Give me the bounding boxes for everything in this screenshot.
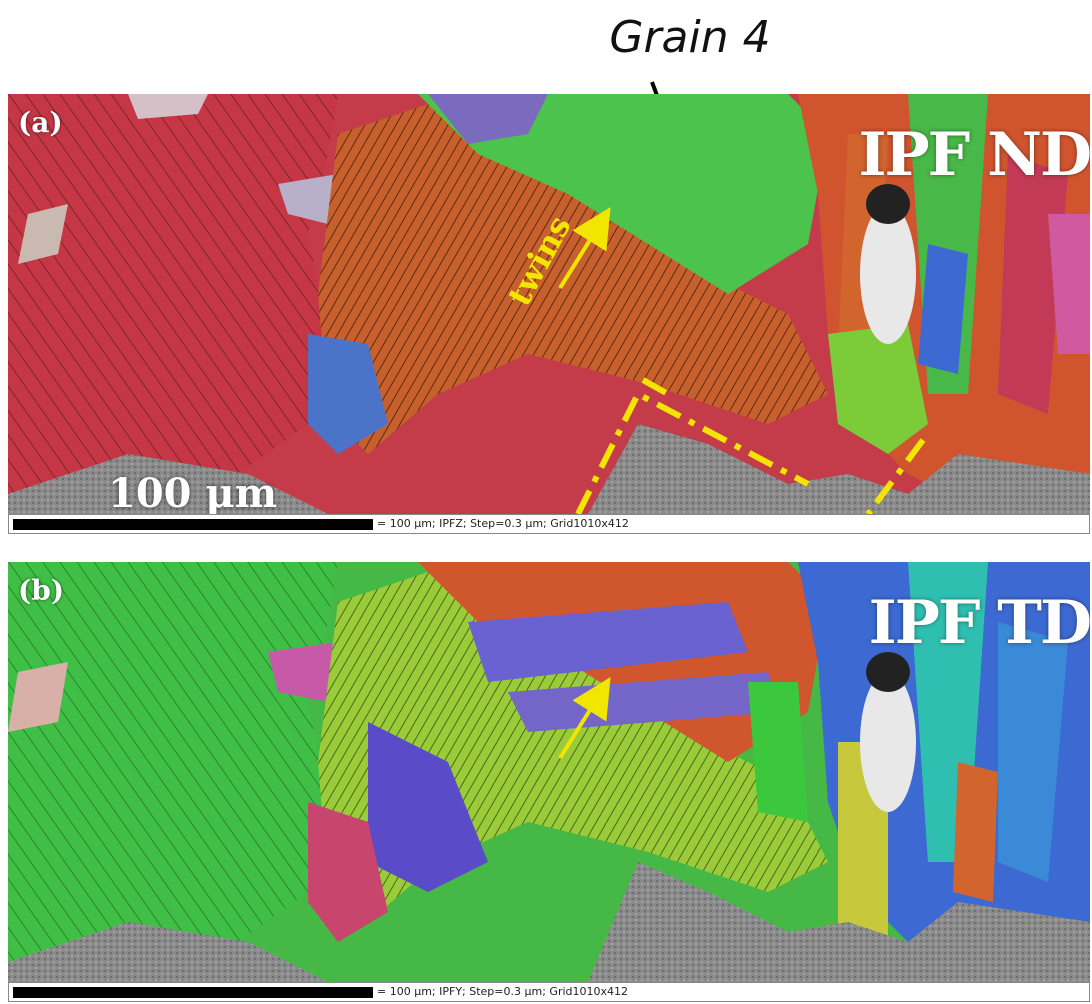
scale-bar	[13, 519, 373, 530]
ipf-td-orientation-map	[8, 562, 1090, 982]
ipf-nd-label: IPF ND	[858, 120, 1090, 190]
panel-a-info-bar: = 100 μm; IPFZ; Step=0.3 μm; Grid1010x41…	[8, 514, 1090, 534]
scale-bar-label: 100 μm	[108, 470, 278, 514]
grain-4-label: Grain 4	[609, 12, 771, 63]
twins-arrow-b	[558, 677, 611, 760]
panel-b-info-bar: = 100 μm; IPFY; Step=0.3 μm; Grid1010x41…	[8, 982, 1090, 1002]
panel-a-label: (a)	[18, 106, 63, 139]
panel-b-label: (b)	[18, 574, 65, 607]
panel-b-info-text: = 100 μm; IPFY; Step=0.3 μm; Grid1010x41…	[377, 985, 629, 998]
ipf-nd-orientation-map	[8, 94, 1090, 514]
twins-arrow	[558, 207, 611, 290]
ipf-td-map-panel: (b) IPF TD	[8, 562, 1090, 982]
scale-bar-b	[13, 987, 373, 998]
ipf-td-label: IPF TD	[868, 588, 1090, 658]
panel-a-info-text: = 100 μm; IPFZ; Step=0.3 μm; Grid1010x41…	[377, 517, 629, 530]
ipf-nd-map-panel: (a) IPF ND 100 μm twins	[8, 94, 1090, 514]
